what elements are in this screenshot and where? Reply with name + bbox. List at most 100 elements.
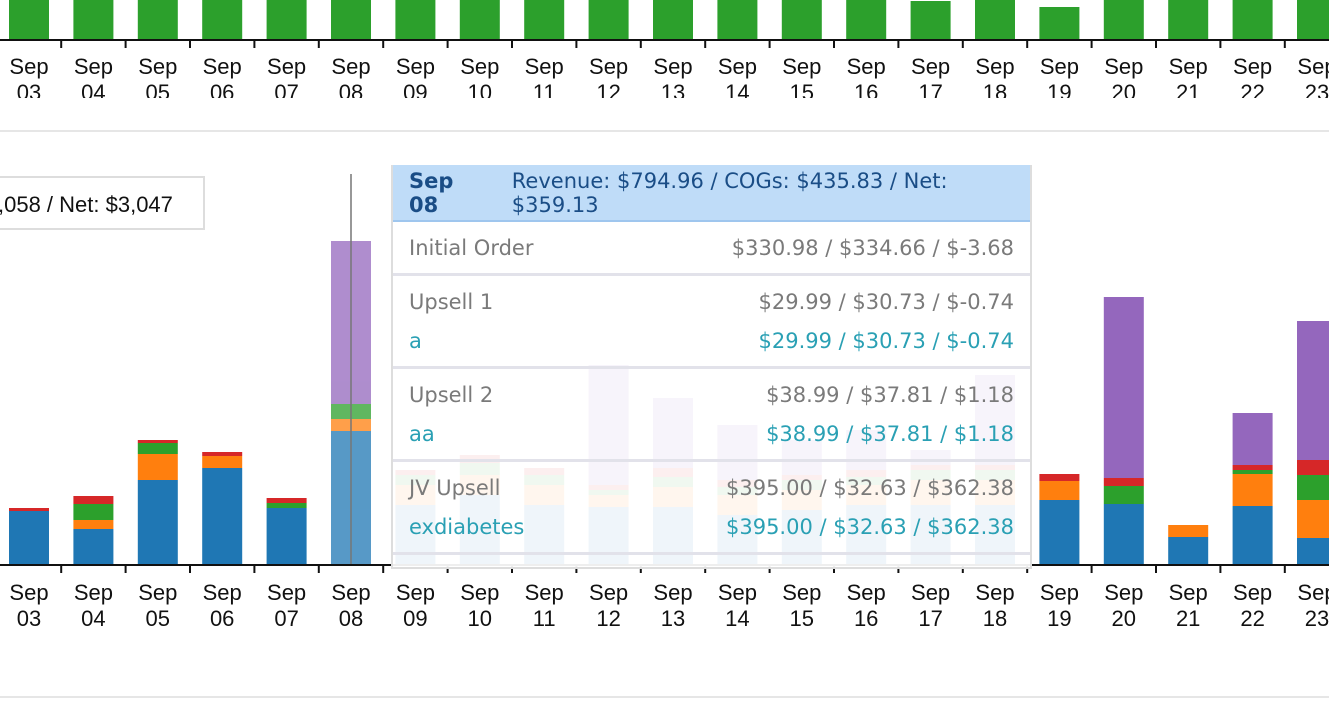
x-tick-label: Sep 16 <box>846 54 886 98</box>
x-tick-label: Sep 03 <box>9 580 49 631</box>
x-tick-label: Sep 12 <box>589 580 629 631</box>
x-tick-label: Sep 17 <box>911 580 951 631</box>
x-tick-label: Sep 20 <box>1104 580 1144 631</box>
sub-value: $395.00 / $32.63 / $362.38 <box>725 514 1014 539</box>
bar-stack <box>1232 413 1273 565</box>
x-tick-label: Sep 20 <box>1104 54 1144 98</box>
bar <box>717 0 758 40</box>
x-tick-label: Sep 19 <box>1039 580 1079 631</box>
bar-segment <box>1103 297 1144 478</box>
bar <box>524 0 565 40</box>
row-label: JV Upsell <box>409 475 501 500</box>
bar <box>202 0 243 40</box>
x-tick-label: Sep 09 <box>395 54 435 98</box>
bar-segment <box>1039 481 1080 500</box>
bar-segment <box>1232 465 1273 470</box>
bar <box>975 0 1015 40</box>
bar-segment <box>137 480 178 565</box>
bar <box>266 0 307 40</box>
tooltip-row: Upsell 1 $29.99 / $30.73 / $-0.74 a $29.99 … <box>393 276 1030 369</box>
bar <box>459 0 500 40</box>
tooltip-line: Upsell 2 $38.99 / $37.81 / $1.18 <box>409 375 1014 414</box>
bar <box>846 0 887 40</box>
tooltip-line: a $29.99 / $30.73 / $-0.74 <box>409 321 1014 360</box>
x-tick-label: Sep 13 <box>653 580 693 631</box>
bar-segment <box>1297 538 1329 565</box>
tooltip-rows: Initial Order $330.98 / $334.66 / $-3.68 U… <box>393 222 1030 555</box>
bar-stack <box>1168 525 1209 565</box>
bar-segment <box>137 454 178 480</box>
bar-segment <box>1168 537 1209 565</box>
x-tick-label: Sep 23 <box>1297 580 1329 631</box>
bar-segment <box>137 440 178 443</box>
tooltip-row: JV Upsell $395.00 / $32.63 / $362.38 exdia… <box>393 462 1030 555</box>
x-tick-label: Sep 21 <box>1168 580 1208 631</box>
row-value: $395.00 / $32.63 / $362.38 <box>725 475 1014 500</box>
x-tick-label: Sep 18 <box>975 580 1015 631</box>
bar-segment <box>1039 474 1080 481</box>
tooltip-row: Initial Order $330.98 / $334.66 / $-3.68 <box>393 222 1030 276</box>
bar-segment <box>266 503 307 508</box>
bar-stack <box>1297 321 1329 565</box>
bar-segment <box>1232 470 1273 474</box>
x-tick-label: Sep 05 <box>138 54 178 98</box>
x-tick-label: Sep 21 <box>1168 54 1208 98</box>
row-label: Upsell 1 <box>409 289 494 314</box>
bar-segment <box>202 456 243 468</box>
bar-stack <box>1039 474 1080 565</box>
x-tick-label: Sep 14 <box>717 580 757 631</box>
bar-stack <box>73 496 114 565</box>
divider <box>0 130 1329 132</box>
tooltip-line: exdiabetes $395.00 / $32.63 / $362.38 <box>409 507 1014 546</box>
bar-segment <box>1232 474 1273 506</box>
bar-segment <box>266 498 307 503</box>
x-tick-label: Sep 09 <box>395 580 435 631</box>
x-tick-label: Sep 19 <box>1039 54 1079 98</box>
x-tick-label: Sep 08 <box>331 580 371 631</box>
x-tick-label: Sep 08 <box>331 54 371 98</box>
bar <box>9 0 49 40</box>
bar-stack <box>137 440 178 565</box>
bar-segment <box>1297 460 1329 475</box>
bar-stack <box>202 452 243 565</box>
sub-value: $38.99 / $37.81 / $1.18 <box>766 421 1014 446</box>
row-value: $38.99 / $37.81 / $1.18 <box>766 382 1014 407</box>
bar-stack <box>9 508 49 565</box>
bar <box>395 0 436 40</box>
x-tick-label: Sep 06 <box>202 580 242 631</box>
bar-segment <box>202 468 243 565</box>
row-label: Initial Order <box>409 235 534 260</box>
divider <box>0 696 1329 698</box>
bar <box>1232 0 1273 40</box>
bar <box>73 0 114 40</box>
tooltip-line: Initial Order $330.98 / $334.66 / $-3.68 <box>409 228 1014 267</box>
x-tick-label: Sep 11 <box>524 580 564 631</box>
bar-segment <box>137 443 178 454</box>
bar-segment <box>73 520 114 529</box>
x-tick-label: Sep 12 <box>589 54 629 98</box>
bar <box>1297 0 1329 40</box>
x-tick-label: Sep 18 <box>975 54 1015 98</box>
x-tick-label: Sep 16 <box>846 580 886 631</box>
bar <box>588 0 629 40</box>
bar-segment <box>1232 413 1273 465</box>
x-tick-label: Sep 14 <box>717 54 757 98</box>
bar <box>653 0 693 40</box>
bar-segment <box>1297 475 1329 500</box>
bar-segment <box>9 511 49 565</box>
bar-segment <box>1103 486 1144 504</box>
row-value: $330.98 / $334.66 / $-3.68 <box>731 235 1014 260</box>
x-tick-label: Sep 04 <box>73 54 113 98</box>
bar-segment <box>1232 506 1273 565</box>
top-chart: Sep 03 Sep 04 Sep 05 Sep 06 Sep 07 Sep 08 Sep … <box>0 0 1329 98</box>
x-tick-label: Sep 04 <box>73 580 113 631</box>
sub-label: a <box>409 328 422 353</box>
x-tick-label: Sep 07 <box>267 580 307 631</box>
bar-segment <box>202 452 243 456</box>
tooltip-line: Upsell 1 $29.99 / $30.73 / $-0.74 <box>409 282 1014 321</box>
x-tick-label: Sep 05 <box>138 580 178 631</box>
bar <box>781 0 822 40</box>
tooltip-title: Sep 08 <box>409 168 454 217</box>
x-tick-label: Sep 10 <box>460 580 500 631</box>
